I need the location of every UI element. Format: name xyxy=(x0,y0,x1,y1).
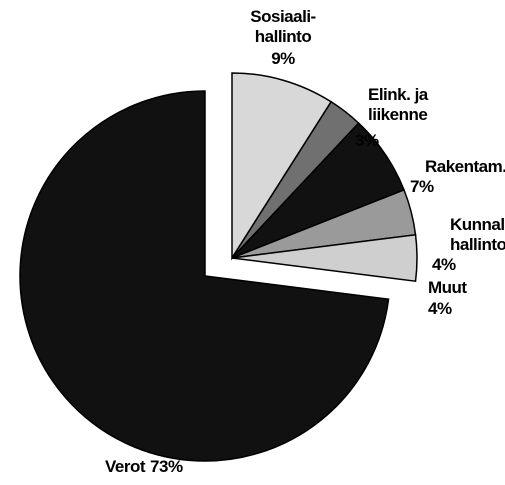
pie-slice xyxy=(231,233,418,283)
slice-label: Sosiaali- xyxy=(250,7,315,26)
pie-slice xyxy=(231,72,333,261)
slice-value-label: 3% xyxy=(355,131,379,150)
slice-label: Kunnall. xyxy=(450,215,505,234)
slice-label: hallinto xyxy=(255,27,312,46)
slice-label: liikenne xyxy=(368,105,427,124)
slice-value-label: 7% xyxy=(410,177,434,196)
slice-value-label: 73% xyxy=(150,457,183,476)
slice-label: Elink. ja xyxy=(368,85,429,104)
pie-slice xyxy=(19,90,390,462)
slice-label: hallintoi xyxy=(450,235,505,254)
slice-value-label: 4% xyxy=(428,299,452,318)
slice-label: Rakentam. xyxy=(425,157,505,176)
slice-value-label: 9% xyxy=(271,49,295,68)
slice-label: Verot xyxy=(105,457,146,476)
slice-value-label: 4% xyxy=(432,255,456,274)
slice-label: Muut xyxy=(428,278,467,297)
